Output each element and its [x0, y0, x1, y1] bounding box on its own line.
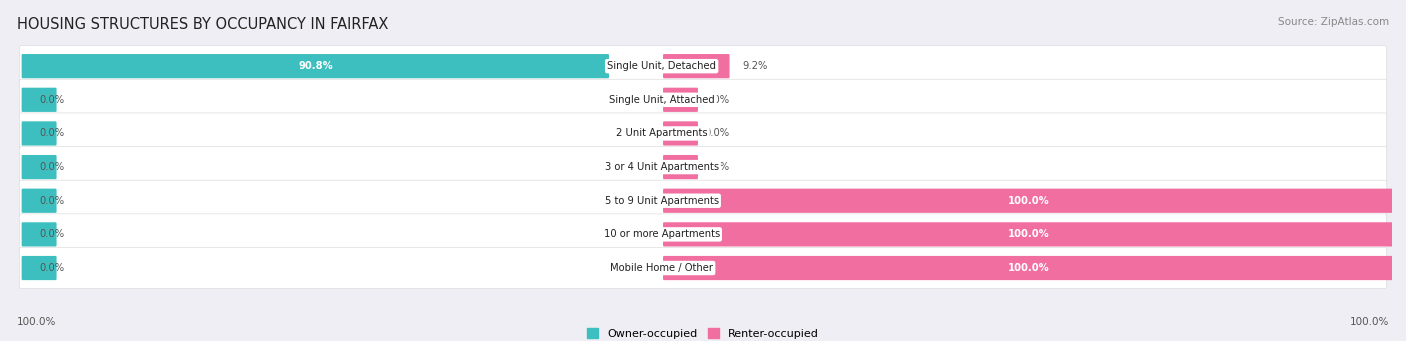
FancyBboxPatch shape: [20, 180, 1386, 221]
Text: 100.0%: 100.0%: [1008, 263, 1050, 273]
FancyBboxPatch shape: [664, 256, 1392, 280]
Text: Source: ZipAtlas.com: Source: ZipAtlas.com: [1278, 17, 1389, 27]
Text: 0.0%: 0.0%: [39, 129, 65, 138]
Text: Single Unit, Detached: Single Unit, Detached: [607, 61, 716, 71]
FancyBboxPatch shape: [21, 121, 56, 146]
FancyBboxPatch shape: [20, 79, 1386, 120]
FancyBboxPatch shape: [21, 155, 56, 179]
Text: 90.8%: 90.8%: [299, 61, 333, 71]
Text: 100.0%: 100.0%: [1350, 317, 1389, 327]
Text: 0.0%: 0.0%: [39, 229, 65, 239]
FancyBboxPatch shape: [20, 147, 1386, 188]
FancyBboxPatch shape: [664, 121, 697, 146]
Text: 0.0%: 0.0%: [704, 95, 730, 105]
FancyBboxPatch shape: [664, 189, 1392, 213]
FancyBboxPatch shape: [21, 222, 56, 247]
FancyBboxPatch shape: [20, 113, 1386, 154]
Text: 0.0%: 0.0%: [39, 263, 65, 273]
Text: 3 or 4 Unit Apartments: 3 or 4 Unit Apartments: [605, 162, 718, 172]
Text: 100.0%: 100.0%: [1008, 196, 1050, 206]
Text: Mobile Home / Other: Mobile Home / Other: [610, 263, 713, 273]
FancyBboxPatch shape: [20, 46, 1386, 87]
FancyBboxPatch shape: [664, 222, 1392, 247]
FancyBboxPatch shape: [20, 214, 1386, 255]
Text: 0.0%: 0.0%: [39, 162, 65, 172]
Text: 5 to 9 Unit Apartments: 5 to 9 Unit Apartments: [605, 196, 718, 206]
Text: 10 or more Apartments: 10 or more Apartments: [603, 229, 720, 239]
FancyBboxPatch shape: [21, 88, 56, 112]
Legend: Owner-occupied, Renter-occupied: Owner-occupied, Renter-occupied: [582, 324, 824, 341]
Text: 9.2%: 9.2%: [742, 61, 768, 71]
FancyBboxPatch shape: [21, 189, 56, 213]
FancyBboxPatch shape: [21, 54, 609, 78]
Text: HOUSING STRUCTURES BY OCCUPANCY IN FAIRFAX: HOUSING STRUCTURES BY OCCUPANCY IN FAIRF…: [17, 17, 388, 32]
FancyBboxPatch shape: [664, 88, 697, 112]
FancyBboxPatch shape: [20, 248, 1386, 288]
FancyBboxPatch shape: [21, 256, 56, 280]
Text: 100.0%: 100.0%: [1008, 229, 1050, 239]
Text: 0.0%: 0.0%: [704, 129, 730, 138]
Text: 2 Unit Apartments: 2 Unit Apartments: [616, 129, 707, 138]
Text: 0.0%: 0.0%: [39, 95, 65, 105]
Text: 0.0%: 0.0%: [39, 196, 65, 206]
Text: 0.0%: 0.0%: [704, 162, 730, 172]
FancyBboxPatch shape: [664, 155, 697, 179]
Text: 100.0%: 100.0%: [17, 317, 56, 327]
Text: Single Unit, Attached: Single Unit, Attached: [609, 95, 714, 105]
FancyBboxPatch shape: [664, 54, 730, 78]
